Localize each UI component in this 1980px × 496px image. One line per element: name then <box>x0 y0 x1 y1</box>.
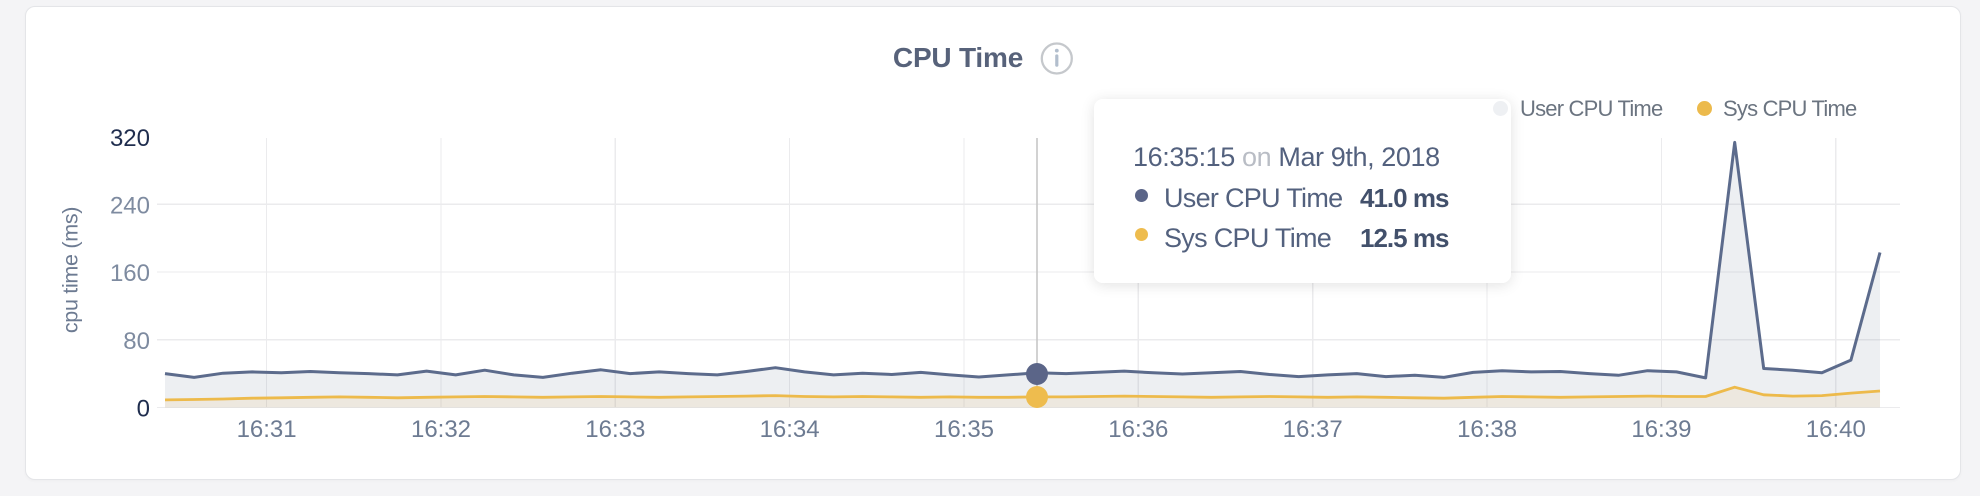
svg-text:160: 160 <box>110 260 150 287</box>
svg-text:240: 240 <box>110 193 150 220</box>
svg-text:320: 320 <box>110 125 150 152</box>
svg-text:16:34: 16:34 <box>760 416 820 443</box>
svg-text:16:38: 16:38 <box>1457 416 1517 443</box>
svg-text:16:36: 16:36 <box>1108 416 1168 443</box>
svg-text:0: 0 <box>137 396 150 423</box>
svg-text:80: 80 <box>123 328 150 355</box>
svg-text:16:32: 16:32 <box>411 416 471 443</box>
svg-text:16:35: 16:35 <box>934 416 994 443</box>
svg-text:16:31: 16:31 <box>237 416 297 443</box>
svg-text:16:39: 16:39 <box>1631 416 1691 443</box>
svg-text:16:40: 16:40 <box>1806 416 1866 443</box>
svg-text:16:33: 16:33 <box>585 416 645 443</box>
svg-text:16:37: 16:37 <box>1283 416 1343 443</box>
